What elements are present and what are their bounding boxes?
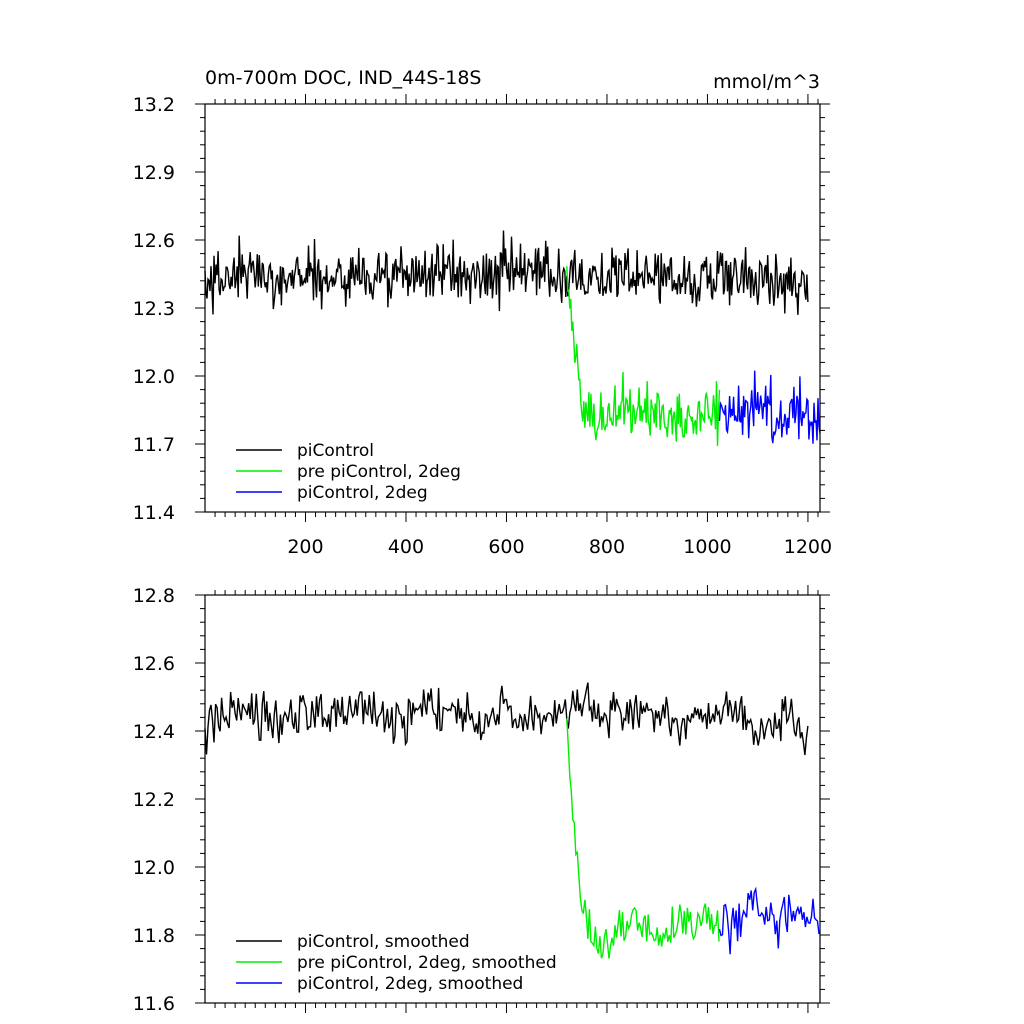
- y-tick-label: 13.2: [133, 94, 175, 116]
- bottom-panel: 11.6 11.8 12.0 12.2 12.4 12.6 12.8 piControl, …: [133, 585, 830, 1015]
- bottom-legend-label: piControl, smoothed: [297, 932, 470, 952]
- y-tick-label: 12.6: [133, 653, 175, 675]
- y-tick-label: 11.7: [133, 434, 175, 456]
- top-legend-label: piControl, 2deg: [297, 483, 428, 503]
- top-series-line-1: [204, 230, 809, 315]
- bottom-series-lines: [204, 682, 820, 959]
- x-tick-label: 1000: [683, 536, 731, 558]
- units-label: mmol/m^3: [713, 71, 820, 93]
- bottom-legend-label: piControl, 2deg, smoothed: [297, 974, 523, 994]
- y-tick-label: 12.2: [133, 789, 175, 811]
- y-tick-label: 11.4: [133, 502, 175, 524]
- bottom-series-line-3: [718, 886, 820, 955]
- y-tick-label: 12.4: [133, 721, 175, 743]
- x-tick-label: 800: [589, 536, 625, 558]
- top-axis-ticks: 200 400 600 800 1000 1200 11.4 11.7 12.0 12.3 12.6…: [133, 94, 832, 558]
- y-tick-label: 12.9: [133, 162, 175, 184]
- bottom-axis-ticks: 11.6 11.8 12.0 12.2 12.4 12.6 12.8: [133, 585, 830, 1015]
- x-tick-label: 200: [287, 536, 323, 558]
- x-tick-label: 600: [488, 536, 524, 558]
- panel-title: 0m-700m DOC, IND_44S-18S: [205, 67, 481, 89]
- y-tick-label: 12.0: [133, 857, 175, 879]
- top-panel: 0m-700m DOC, IND_44S-18S mmol/m^3 200 400…: [133, 67, 832, 558]
- x-tick-label: 400: [388, 536, 424, 558]
- bottom-legend-label: pre piControl, 2deg, smoothed: [297, 953, 557, 973]
- top-legend-label: pre piControl, 2deg: [297, 462, 461, 482]
- bottom-series-line-1: [204, 682, 809, 756]
- y-tick-label: 12.0: [133, 366, 175, 388]
- top-series-lines: [204, 230, 821, 446]
- top-series-line-3: [718, 370, 821, 444]
- bottom-series-line-2: [566, 718, 720, 959]
- y-tick-label: 12.8: [133, 585, 175, 607]
- y-tick-label: 12.6: [133, 230, 175, 252]
- top-series-line-2: [566, 266, 721, 446]
- x-tick-label: 1200: [784, 536, 832, 558]
- y-tick-label: 11.8: [133, 925, 175, 947]
- top-legend-label: piControl: [297, 441, 374, 461]
- y-tick-label: 11.6: [133, 993, 175, 1015]
- y-tick-label: 12.3: [133, 298, 175, 320]
